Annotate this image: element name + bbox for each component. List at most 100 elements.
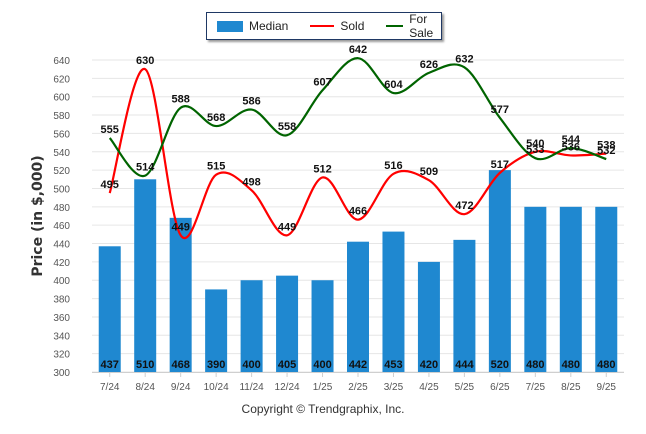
for-sale-value-label: 544 (562, 134, 581, 146)
legend-item-median: Median (217, 19, 288, 33)
for-sale-value-label: 532 (597, 145, 615, 157)
y-tick-label: 600 (53, 93, 70, 104)
legend-label-for-sale: For Sale (409, 12, 434, 40)
sold-value-label: 512 (313, 163, 331, 175)
y-tick-label: 580 (53, 111, 70, 122)
x-tick-label: 3/25 (384, 382, 404, 393)
y-tick-label: 560 (53, 129, 70, 140)
median-value-label: 400 (313, 359, 331, 371)
sold-value-label: 517 (491, 159, 509, 171)
sold-value-label: 509 (420, 166, 438, 178)
sold-value-label: 538 (597, 140, 615, 152)
for-sale-value-label: 632 (455, 53, 473, 65)
legend-label-median: Median (249, 19, 289, 33)
y-tick-label: 460 (53, 221, 70, 232)
for-sale-value-label: 533 (526, 144, 544, 156)
x-tick-label: 9/25 (597, 382, 617, 393)
y-tick-label: 340 (53, 331, 70, 342)
for-sale-value-label: 604 (384, 79, 403, 91)
for-sale-swatch (386, 25, 404, 27)
median-bar (417, 261, 440, 372)
for-sale-value-label: 607 (313, 76, 331, 88)
for-sale-value-label: 588 (171, 94, 189, 106)
median-bars (98, 170, 618, 372)
y-tick-label: 440 (53, 240, 70, 251)
median-bar (169, 217, 192, 372)
for-sale-value-label: 568 (207, 112, 225, 124)
data-labels: 437 510 468 390 400 405 400 442 453 420 444 520 480 4… (101, 44, 616, 371)
median-value-label: 420 (420, 359, 438, 371)
x-tick-label: 7/25 (526, 382, 546, 393)
for-sale-value-label: 586 (242, 96, 260, 108)
x-tick-label: 4/25 (419, 382, 439, 393)
sold-value-label: 536 (562, 141, 580, 153)
median-bar (205, 289, 228, 372)
median-bar (488, 170, 511, 372)
legend-item-for-sale: For Sale (386, 12, 441, 40)
sold-value-label: 449 (278, 221, 296, 233)
median-value-label: 510 (136, 359, 154, 371)
for-sale-value-label: 626 (420, 59, 438, 71)
median-value-label: 437 (101, 359, 119, 371)
copyright-text: Copyright © Trendgraphix, Inc. (241, 402, 405, 416)
median-swatch (217, 20, 243, 32)
y-tick-label: 480 (53, 203, 70, 214)
sold-value-label: 472 (455, 200, 473, 212)
sold-value-label: 498 (242, 176, 260, 188)
median-value-label: 400 (242, 359, 260, 371)
x-tick-label: 9/24 (171, 382, 191, 393)
sold-value-label: 540 (526, 138, 544, 150)
y-tick-label: 640 (53, 56, 70, 67)
median-bar (347, 241, 369, 372)
x-tick-label: 8/24 (135, 382, 155, 393)
x-tick-label: 1/25 (313, 382, 333, 393)
median-bar (382, 231, 405, 372)
y-tick-label: 300 (53, 368, 70, 379)
x-tick-label: 7/24 (100, 382, 120, 393)
y-tick-label: 500 (53, 184, 70, 195)
legend-label-sold: Sold (340, 19, 365, 33)
median-bar (98, 246, 121, 372)
y-axis-ticks: 300 320 340 360 380 400 420 440 460 480 500 520 540 5… (53, 56, 70, 379)
x-tick-label: 12/24 (275, 382, 300, 393)
y-tick-label: 520 (53, 166, 70, 177)
median-value-label: 405 (278, 359, 296, 371)
y-tick-label: 360 (53, 313, 70, 324)
y-tick-label: 320 (53, 350, 70, 361)
median-value-label: 453 (384, 359, 402, 371)
x-axis-ticks: 7/24 8/24 9/24 10/24 11/24 12/24 1/25 2/25 3/25 4… (100, 372, 616, 393)
legend-item-sold: Sold (310, 19, 364, 33)
y-tick-label: 400 (53, 276, 70, 287)
sold-line (108, 68, 607, 240)
for-sale-value-label: 558 (278, 121, 296, 133)
sold-value-label: 516 (384, 160, 402, 172)
trend-lines (108, 57, 607, 240)
median-bar (453, 239, 476, 372)
legend: Median Sold For Sale (206, 12, 442, 40)
sold-value-label: 630 (136, 55, 154, 67)
y-tick-label: 420 (53, 258, 70, 269)
median-value-label: 520 (491, 359, 509, 371)
median-bar (276, 275, 299, 372)
median-bar (524, 206, 547, 372)
median-value-label: 390 (207, 359, 225, 371)
for-sale-value-label: 555 (101, 124, 119, 136)
x-tick-label: 2/25 (348, 382, 368, 393)
sold-value-label: 515 (207, 161, 225, 173)
median-bar (595, 206, 618, 372)
median-bar (559, 206, 582, 372)
median-bar (311, 280, 334, 372)
sold-value-label: 495 (101, 179, 119, 191)
median-value-label: 468 (171, 359, 189, 371)
x-tick-label: 6/25 (490, 382, 510, 393)
y-tick-label: 380 (53, 295, 70, 306)
x-tick-label: 10/24 (204, 382, 229, 393)
y-tick-label: 620 (53, 74, 70, 85)
median-value-label: 442 (349, 359, 367, 371)
sold-value-label: 466 (349, 206, 367, 218)
y-tick-label: 540 (53, 148, 70, 159)
median-bar (134, 179, 157, 372)
for-sale-value-label: 577 (491, 104, 509, 116)
sold-swatch (310, 25, 335, 27)
